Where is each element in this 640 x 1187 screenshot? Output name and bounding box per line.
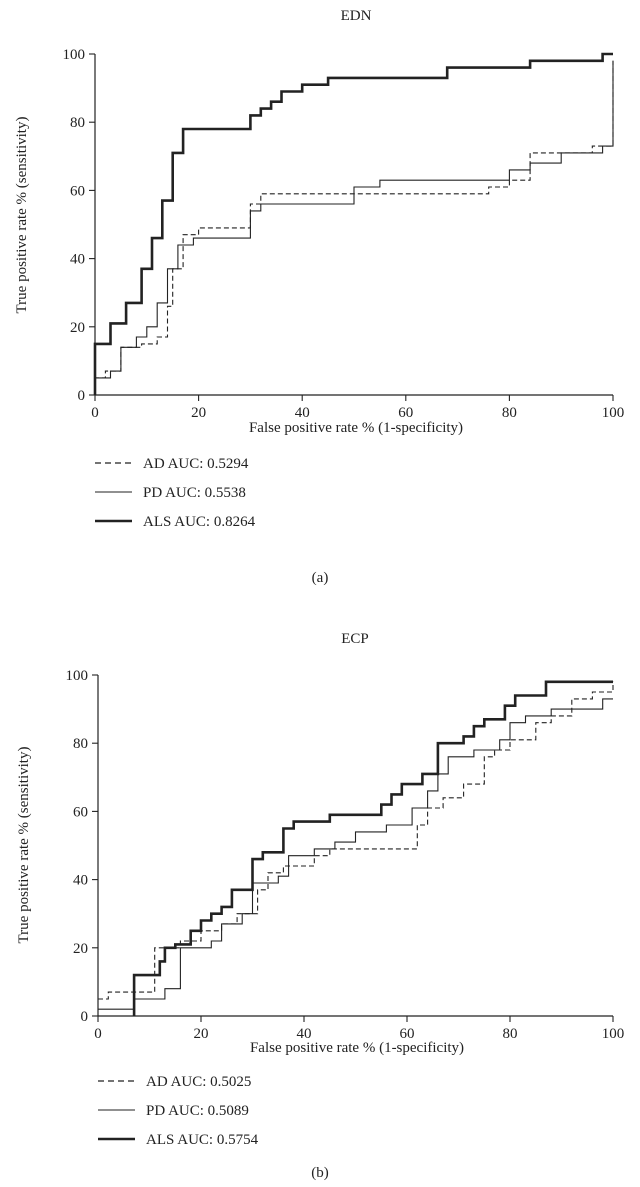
y-tick-label-ecp: 0 bbox=[81, 1009, 89, 1025]
x-axis-label-edn: False positive rate % (1-specificity) bbox=[249, 420, 463, 436]
chart-panel-edn: EDN 0 20 40 60 80 100 0 20 40 60 80 100 False posi… bbox=[14, 8, 624, 586]
series-group-ecp bbox=[98, 680, 614, 1016]
legend-label-pd-ecp: PD AUC: 0.5089 bbox=[146, 1103, 249, 1119]
y-ticks-edn: 0 20 40 60 80 100 bbox=[63, 47, 95, 404]
x-tick-label-ecp: 80 bbox=[503, 1026, 518, 1042]
x-tick-label-ecp: 20 bbox=[194, 1026, 209, 1042]
x-ticks-edn: 0 20 40 60 80 100 bbox=[91, 395, 624, 421]
y-tick-label-ecp: 100 bbox=[66, 668, 89, 684]
y-tick-label-edn: 0 bbox=[78, 388, 86, 404]
y-tick-label-ecp: 40 bbox=[73, 873, 88, 889]
legend-label-ad-edn: AD AUC: 0.5294 bbox=[143, 456, 249, 472]
y-tick-label-edn: 60 bbox=[70, 183, 85, 199]
y-tick-label-edn: 100 bbox=[63, 47, 86, 63]
y-tick-label-edn: 40 bbox=[70, 252, 85, 268]
x-tick-label-edn: 0 bbox=[91, 405, 99, 421]
panel-label-a: (a) bbox=[312, 570, 329, 586]
x-tick-label-edn: 20 bbox=[191, 405, 206, 421]
y-tick-label-ecp: 60 bbox=[73, 804, 88, 820]
chart-title-ecp: ECP bbox=[341, 631, 369, 647]
series-line-ad-edn bbox=[94, 60, 614, 395]
x-tick-label-ecp: 40 bbox=[297, 1026, 312, 1042]
legend-ecp: AD AUC: 0.5025 PD AUC: 0.5089 ALS AUC: 0… bbox=[98, 1074, 259, 1148]
x-tick-label-ecp: 0 bbox=[94, 1026, 102, 1042]
x-ticks-ecp: 0 20 40 60 80 100 bbox=[94, 1016, 624, 1042]
x-tick-label-edn: 40 bbox=[295, 405, 310, 421]
legend-label-pd-edn: PD AUC: 0.5538 bbox=[143, 485, 246, 501]
y-axis-label-ecp: True positive rate % (sensitivity) bbox=[16, 747, 32, 944]
y-tick-label-ecp: 20 bbox=[73, 941, 88, 957]
chart-panel-ecp: ECP 0 20 40 60 80 100 0 20 40 60 80 100 False posi… bbox=[16, 631, 624, 1181]
series-line-als-edn bbox=[93, 52, 613, 395]
x-axis-label-ecp: False positive rate % (1-specificity) bbox=[250, 1040, 464, 1056]
x-tick-label-ecp: 60 bbox=[400, 1026, 415, 1042]
series-line-als-ecp bbox=[132, 680, 613, 1016]
x-tick-label-edn: 60 bbox=[398, 405, 413, 421]
x-tick-label-ecp: 100 bbox=[602, 1026, 625, 1042]
y-tick-label-ecp: 80 bbox=[73, 736, 88, 752]
series-group-edn bbox=[93, 52, 614, 395]
axes-edn bbox=[94, 54, 613, 396]
series-line-pd-ecp bbox=[98, 698, 613, 1010]
legend-label-als-edn: ALS AUC: 0.8264 bbox=[143, 514, 256, 530]
panel-label-b: (b) bbox=[311, 1165, 329, 1181]
legend-label-ad-ecp: AD AUC: 0.5025 bbox=[146, 1074, 251, 1090]
y-tick-label-edn: 80 bbox=[70, 115, 85, 131]
chart-title-edn: EDN bbox=[341, 8, 372, 24]
series-line-pd-edn bbox=[94, 60, 614, 395]
axes-ecp bbox=[97, 675, 613, 1017]
legend-edn: AD AUC: 0.5294 PD AUC: 0.5538 ALS AUC: 0… bbox=[95, 456, 256, 530]
y-tick-label-edn: 20 bbox=[70, 320, 85, 336]
x-tick-label-edn: 80 bbox=[502, 405, 517, 421]
y-axis-label-edn: True positive rate % (sensitivity) bbox=[14, 117, 30, 314]
x-tick-label-edn: 100 bbox=[602, 405, 625, 421]
legend-label-als-ecp: ALS AUC: 0.5754 bbox=[146, 1132, 259, 1148]
y-ticks-ecp: 0 20 40 60 80 100 bbox=[66, 668, 98, 1025]
